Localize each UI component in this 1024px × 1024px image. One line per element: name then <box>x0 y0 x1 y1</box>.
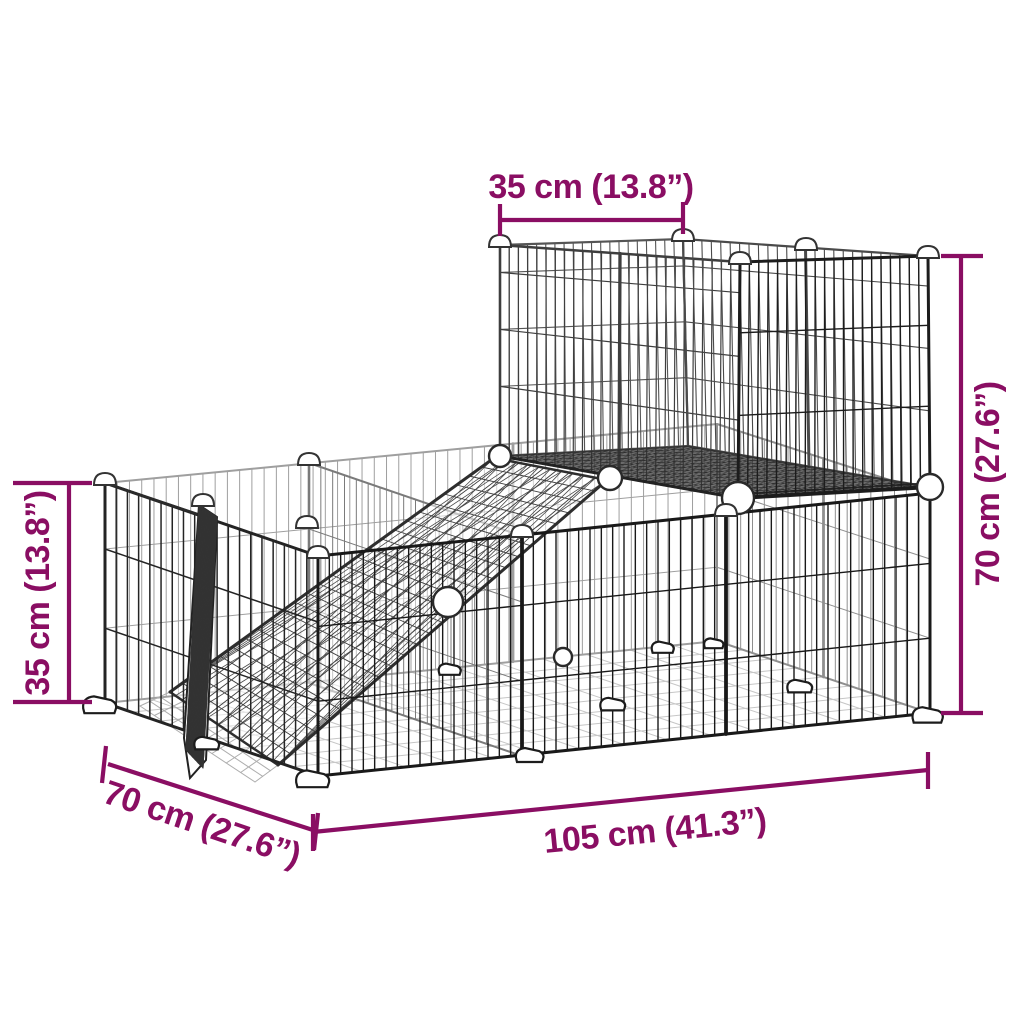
dimension-label-left-height: 35 cm (13.8”) <box>19 490 57 695</box>
dimension-label-length: 105 cm (41.3”) <box>542 801 768 861</box>
cage-left-end-wall <box>103 481 320 778</box>
tower-front-wall <box>736 254 932 500</box>
dimension-line <box>107 762 317 833</box>
dimension-label-depth: 70 cm (27.6”) <box>99 773 306 874</box>
dimension-line <box>312 767 929 835</box>
cage-wireframe-illustration <box>82 227 945 789</box>
cage-ball-connectors <box>431 443 945 668</box>
cage-clip-connectors <box>92 227 941 559</box>
dimension-left-height: 35 cm (13.8”) <box>13 480 92 705</box>
cage-open-door <box>182 503 219 781</box>
dimension-label-top-width: 35 cm (13.8”) <box>488 168 693 206</box>
dimension-right-height: 70 cm (27.6”) <box>941 253 1007 716</box>
dimension-label-right-height: 70 cm (27.6”) <box>969 381 1007 586</box>
cage-ramp <box>168 456 609 767</box>
cage-left-top-rail <box>103 481 214 521</box>
cage-feet <box>82 637 944 789</box>
tick <box>99 745 109 784</box>
dimension-top-width: 35 cm (13.8”) <box>488 168 694 236</box>
